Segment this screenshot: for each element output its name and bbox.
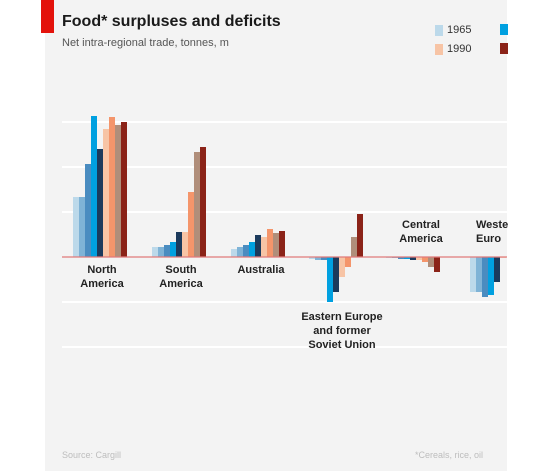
bar	[345, 257, 351, 267]
bar	[404, 257, 410, 259]
bar	[267, 229, 273, 257]
bar	[85, 164, 91, 257]
category-label: America	[399, 233, 443, 245]
source-note: Source: Cargill	[62, 450, 122, 460]
bar	[243, 245, 249, 257]
category-label: North	[87, 264, 117, 276]
bar	[152, 247, 158, 257]
legend-item-brown	[500, 43, 512, 54]
category-label: Soviet Union	[308, 339, 376, 351]
bar	[434, 257, 440, 272]
category-label: Eastern Europe	[301, 311, 382, 323]
bar	[231, 249, 237, 257]
bar	[494, 257, 500, 282]
bar	[309, 257, 315, 259]
bar	[339, 257, 345, 277]
category-label: America	[159, 278, 203, 290]
bar	[476, 257, 482, 292]
legend-swatch	[435, 43, 443, 55]
legend-item-blue	[500, 24, 512, 35]
category-label: Euro	[476, 233, 501, 245]
bar	[321, 257, 327, 260]
category-label: Weste	[476, 219, 508, 231]
bar	[79, 197, 85, 257]
bar	[200, 147, 206, 257]
bar	[103, 129, 109, 257]
bar	[351, 237, 357, 257]
legend-swatch	[500, 43, 508, 54]
bar	[398, 257, 404, 259]
bar	[333, 257, 339, 292]
legend-label: 1990	[447, 43, 472, 55]
bar	[410, 257, 416, 260]
legend-item-1990: 1990	[435, 43, 471, 55]
bar	[194, 152, 200, 257]
legend-item-1965: 1965	[435, 24, 471, 36]
category-label: and former	[313, 325, 371, 337]
legend-label: 1965	[447, 24, 472, 36]
category-label: South	[165, 264, 196, 276]
legend-swatch	[435, 24, 443, 36]
bar	[279, 231, 285, 257]
bar	[121, 122, 127, 257]
bar	[170, 242, 176, 257]
bar	[273, 233, 279, 257]
bar	[261, 237, 267, 257]
bar	[422, 257, 428, 262]
bar	[188, 192, 194, 257]
bar	[109, 117, 115, 257]
chart-title: Food* surpluses and deficits	[62, 13, 281, 30]
bar	[73, 197, 79, 257]
bar	[164, 245, 170, 257]
bar	[327, 257, 333, 302]
brand-tag	[41, 0, 54, 33]
bar	[115, 125, 121, 257]
bar	[91, 116, 97, 257]
bar	[158, 247, 164, 257]
bar	[315, 257, 321, 260]
bar	[482, 257, 488, 297]
legend-swatch	[500, 24, 508, 35]
category-label: Central	[402, 219, 440, 231]
category-label: America	[80, 278, 124, 290]
bar	[97, 149, 103, 257]
category-label: Australia	[237, 264, 285, 276]
bar	[416, 257, 422, 260]
footnote: *Cereals, rice, oil	[415, 450, 484, 460]
bar	[176, 232, 182, 257]
bar	[470, 257, 476, 292]
bar	[237, 247, 243, 257]
bar	[488, 257, 494, 295]
bar	[182, 232, 188, 257]
bar	[428, 257, 434, 267]
bar	[357, 214, 363, 257]
chart-subtitle: Net intra-regional trade, tonnes, m	[62, 37, 229, 49]
bar	[255, 235, 261, 257]
bar	[249, 242, 255, 257]
